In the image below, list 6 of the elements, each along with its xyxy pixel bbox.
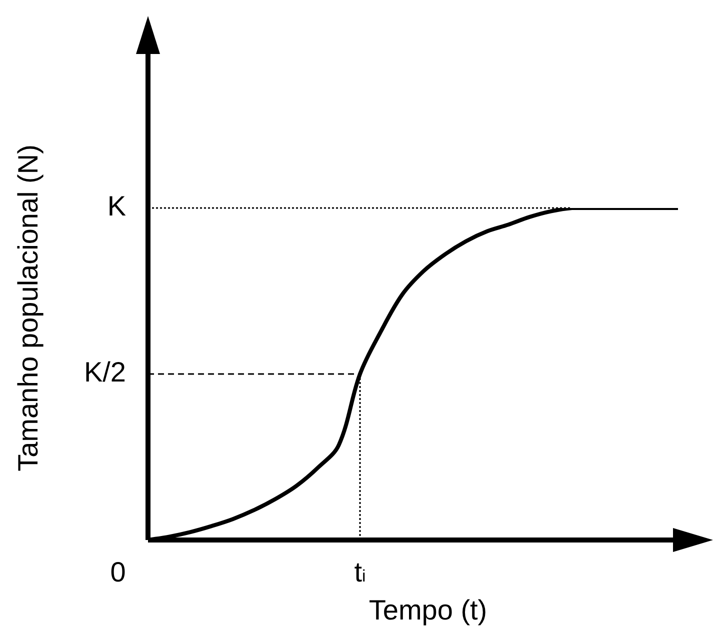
x-axis-title: Tempo (t): [368, 594, 488, 626]
ref-line-label: K: [107, 190, 126, 222]
text: 0: [110, 556, 126, 588]
ref-line-label: K/2: [84, 356, 126, 388]
y-axis-title: Tamanho populacional (N): [12, 144, 44, 472]
text: ti: [354, 556, 366, 588]
